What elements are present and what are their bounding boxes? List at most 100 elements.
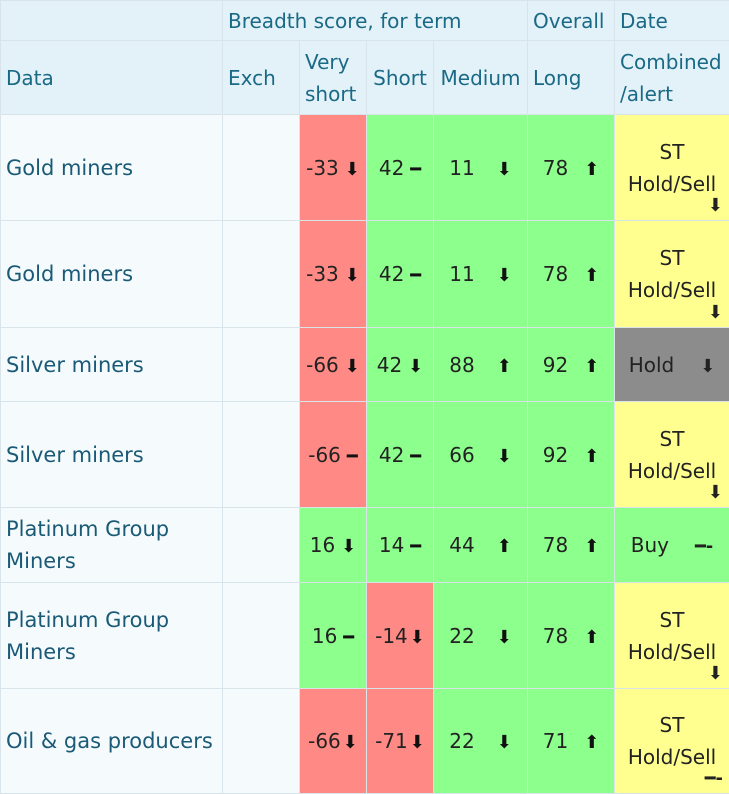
down-arrow-icon: ⬇ <box>708 303 723 323</box>
up-arrow-icon: ⬆ <box>584 732 599 753</box>
down-arrow-icon: ⬇ <box>345 265 360 286</box>
long-score: 71⬆ <box>528 689 615 794</box>
long-score: 78⬆ <box>528 583 615 689</box>
long-score: 92⬆ <box>528 328 615 402</box>
down-arrow-icon: ⬇ <box>497 265 512 286</box>
dash-icon: ━- <box>695 536 713 557</box>
very-short-score: 16━ <box>300 583 367 689</box>
combined-alert: Hold⬇ <box>615 328 729 402</box>
header-data: Data <box>1 41 223 115</box>
row-data-name: Oil & gas producers <box>1 689 223 794</box>
long-score: 78⬆ <box>528 221 615 328</box>
table-row: Silver miners -66⬇ 42⬇ 88⬆ 92⬆ Hold⬇ <box>1 328 729 402</box>
down-arrow-icon: ⬇ <box>700 356 715 377</box>
up-arrow-icon: ⬆ <box>584 265 599 286</box>
header-long: Long <box>528 41 615 115</box>
down-arrow-icon: ⬇ <box>708 483 723 503</box>
header-blank <box>1 1 223 41</box>
short-score: 42━ <box>367 221 434 328</box>
medium-score: 22⬇ <box>434 583 528 689</box>
row-exch <box>223 508 300 583</box>
combined-alert: Buy━- <box>615 508 729 583</box>
up-arrow-icon: ⬆ <box>497 356 512 377</box>
very-short-score: -66━ <box>300 402 367 508</box>
row-exch <box>223 402 300 508</box>
table-row: Oil & gas producers -66⬇ -71⬇ 22⬇ 71⬆ ST… <box>1 689 729 794</box>
up-arrow-icon: ⬆ <box>584 159 599 180</box>
long-score: 78⬆ <box>528 508 615 583</box>
medium-score: 22⬇ <box>434 689 528 794</box>
short-score: 14━ <box>367 508 434 583</box>
row-data-name: Gold miners <box>1 221 223 328</box>
dash-icon: ━ <box>347 446 358 467</box>
row-data-name: Gold miners <box>1 115 223 221</box>
short-score: 42━ <box>367 115 434 221</box>
very-short-score: -33⬇ <box>300 115 367 221</box>
down-arrow-icon: ⬇ <box>497 446 512 467</box>
medium-score: 88⬆ <box>434 328 528 402</box>
row-exch <box>223 689 300 794</box>
up-arrow-icon: ⬆ <box>584 446 599 467</box>
down-arrow-icon: ⬇ <box>343 732 358 753</box>
down-arrow-icon: ⬇ <box>497 627 512 648</box>
dash-icon: ━ <box>410 159 421 180</box>
very-short-score: -66⬇ <box>300 328 367 402</box>
dash-icon: ━ <box>410 536 421 557</box>
long-score: 78⬆ <box>528 115 615 221</box>
dash-icon: ━- <box>705 769 723 789</box>
up-arrow-icon: ⬆ <box>497 536 512 557</box>
header-short: Short <box>367 41 434 115</box>
down-arrow-icon: ⬇ <box>497 159 512 180</box>
down-arrow-icon: ⬇ <box>345 159 360 180</box>
down-arrow-icon: ⬇ <box>410 627 425 648</box>
very-short-score: 16⬇ <box>300 508 367 583</box>
header-exch: Exch <box>223 41 300 115</box>
up-arrow-icon: ⬆ <box>584 627 599 648</box>
row-exch <box>223 328 300 402</box>
up-arrow-icon: ⬆ <box>584 536 599 557</box>
row-exch <box>223 221 300 328</box>
long-score: 92⬆ <box>528 402 615 508</box>
dash-icon: ━ <box>343 627 354 648</box>
medium-score: 11⬇ <box>434 115 528 221</box>
down-arrow-icon: ⬇ <box>408 356 423 377</box>
dash-icon: ━ <box>410 446 421 467</box>
short-score: 42⬇ <box>367 328 434 402</box>
down-arrow-icon: ⬇ <box>708 196 723 216</box>
row-exch <box>223 583 300 689</box>
header-medium: Medium <box>434 41 528 115</box>
very-short-score: -33⬇ <box>300 221 367 328</box>
medium-score: 44⬆ <box>434 508 528 583</box>
down-arrow-icon: ⬇ <box>341 536 356 557</box>
down-arrow-icon: ⬇ <box>345 356 360 377</box>
header-combined-alert: Combined/alert <box>615 41 729 115</box>
short-score: -14⬇ <box>367 583 434 689</box>
short-score: -71⬇ <box>367 689 434 794</box>
very-short-score: -66⬇ <box>300 689 367 794</box>
down-arrow-icon: ⬇ <box>708 664 723 684</box>
header-breadth-score: Breadth score, for term <box>223 1 528 41</box>
up-arrow-icon: ⬆ <box>584 356 599 377</box>
row-data-name: Silver miners <box>1 328 223 402</box>
row-data-name: Silver miners <box>1 402 223 508</box>
row-exch <box>223 115 300 221</box>
short-score: 42━ <box>367 402 434 508</box>
medium-score: 11⬇ <box>434 221 528 328</box>
down-arrow-icon: ⬇ <box>497 732 512 753</box>
header-overall: Overall <box>528 1 615 41</box>
down-arrow-icon: ⬇ <box>410 732 425 753</box>
